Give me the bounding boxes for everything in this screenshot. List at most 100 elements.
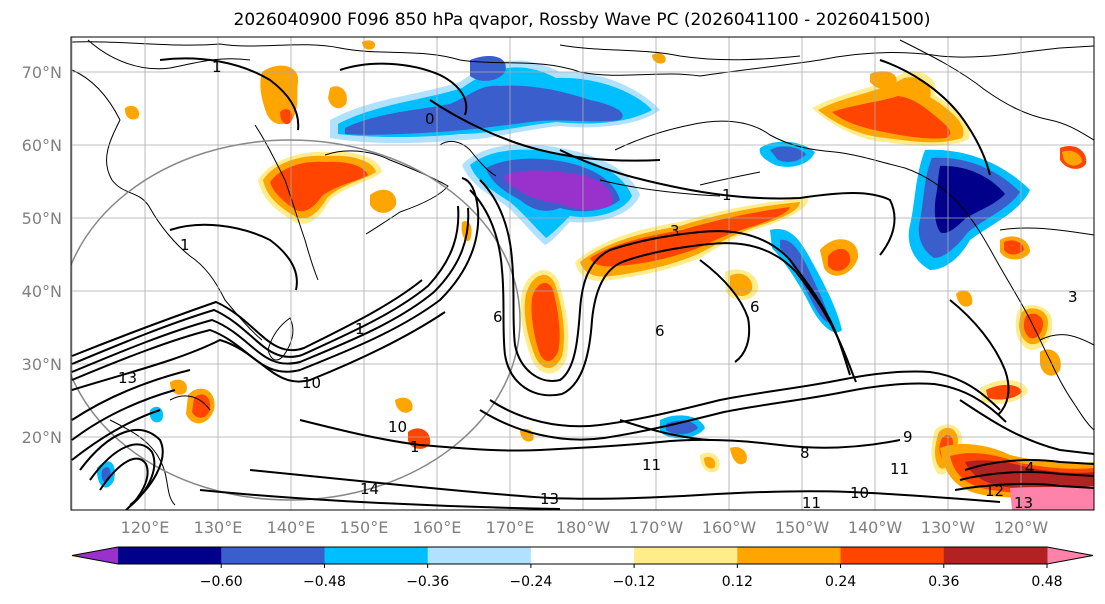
lon-label: 180°W	[556, 518, 611, 537]
contour-line	[559, 149, 896, 256]
coastline	[614, 120, 1094, 431]
anomaly-positive	[730, 273, 753, 296]
contour-label: 10	[388, 418, 407, 436]
contour-label: 9	[903, 428, 913, 446]
lon-label: 140°E	[267, 518, 316, 537]
contour-line	[489, 370, 1001, 428]
coastline	[267, 317, 294, 361]
contour-label: 1	[180, 236, 190, 254]
contour-line	[879, 59, 991, 176]
contour-label: 10	[850, 484, 869, 502]
colorbar-swatch	[530, 547, 635, 564]
anomaly-positive	[280, 109, 293, 125]
contour-label: 3	[670, 222, 680, 240]
coastline	[439, 140, 497, 177]
coastline	[109, 419, 176, 506]
contour-line	[71, 207, 470, 373]
contour-label: 0	[425, 110, 435, 128]
contour-line	[299, 419, 901, 452]
contour-label: 8	[800, 444, 810, 462]
anomaly-positive	[730, 446, 747, 465]
lon-label: 140°W	[848, 518, 903, 537]
contour-label: 11	[890, 460, 909, 478]
shaded-anomalies	[96, 40, 1094, 510]
colorbar-tick-label: 0.36	[928, 574, 959, 590]
colorbar-tick-label: 0.48	[1031, 574, 1062, 590]
longitude-labels: 120°E 130°E 140°E 150°E 160°E 170°E 180°…	[121, 518, 1049, 537]
lon-label: 170°W	[629, 518, 684, 537]
colorbar-tick-label: −0.24	[509, 574, 552, 590]
contour-label: 11	[802, 494, 821, 512]
anomaly-negative	[934, 165, 1005, 234]
contour-line	[89, 443, 156, 509]
contour-labels: 1 0 1 1 3 1 6 6 11 10 1 13 10 14 13 11 1…	[118, 58, 1078, 512]
anomaly-positive	[395, 397, 413, 413]
colorbar-tick-label: −0.12	[613, 574, 656, 590]
colorbar-swatch	[943, 547, 1048, 564]
colorbar-outline	[71, 546, 1094, 565]
contour-line	[599, 179, 721, 197]
lon-label: 120°E	[121, 518, 170, 537]
contour-lines-thin	[87, 39, 801, 197]
anomaly-negative	[770, 146, 806, 162]
colorbar-tick-label: 0.24	[825, 574, 856, 590]
contour-line	[559, 44, 801, 61]
contour-line	[71, 389, 176, 441]
contour-line	[619, 419, 711, 441]
anomaly-negative	[345, 85, 623, 135]
contour-label: 10	[302, 374, 321, 392]
lat-label: 30°N	[22, 355, 62, 374]
anomaly-positive	[124, 105, 140, 120]
contour-line	[71, 205, 460, 365]
colorbar-swatch	[634, 547, 738, 564]
contour-label: 12	[985, 482, 1004, 500]
contour-line	[71, 369, 191, 421]
anomaly-positive	[590, 207, 790, 267]
contour-line	[954, 482, 1094, 491]
lat-label: 40°N	[22, 282, 62, 301]
map-frame	[70, 36, 1095, 511]
map-panel: 1 0 1 1 3 1 6 6 11 10 1 13 10 14 13 11 1…	[70, 36, 1095, 512]
anomaly-positive	[652, 53, 666, 64]
colorbar-swatch	[324, 547, 429, 564]
contour-label: 1	[722, 186, 732, 204]
contour-label: 1	[410, 438, 420, 456]
contour-line	[87, 39, 251, 70]
contour-line	[964, 459, 1094, 471]
contour-label: 6	[493, 308, 503, 326]
anomaly-negative	[504, 170, 613, 210]
colorbar: −0.60 −0.48 −0.36 −0.24 −0.12 0.12 0.24 0.36 0.4…	[71, 546, 1094, 590]
contour-label: 1	[355, 320, 365, 338]
colorbar-tick-label: −0.48	[303, 574, 346, 590]
contour-label: 6	[655, 322, 665, 340]
anomaly-positive	[704, 456, 716, 469]
colorbar-swatch	[427, 547, 532, 564]
contour-line	[71, 409, 161, 461]
anomaly-positive	[192, 394, 211, 418]
contour-label: 1	[212, 58, 222, 76]
contour-line	[469, 189, 857, 397]
coastline	[169, 395, 211, 411]
anomaly-positive	[956, 290, 973, 307]
anomaly-positive	[1040, 349, 1061, 376]
colorbar-extend-min	[72, 547, 118, 564]
anomaly-positive	[531, 283, 560, 361]
contour-line	[159, 57, 300, 131]
colorbar-tick-label: −0.36	[406, 574, 449, 590]
lat-label: 70°N	[22, 63, 62, 82]
coastline	[899, 39, 1094, 141]
region-outline-ellipse	[71, 139, 521, 501]
lon-label: 130°E	[194, 518, 243, 537]
contour-label: 3	[1068, 288, 1078, 306]
contour-line	[71, 279, 423, 357]
colorbar-swatch	[737, 547, 842, 564]
anomaly-positive	[1062, 150, 1082, 166]
contour-line	[479, 382, 1007, 441]
contour-line	[71, 177, 480, 381]
anomaly-positive	[1004, 240, 1024, 255]
colorbar-swatch	[840, 547, 945, 564]
colorbar-swatch	[221, 547, 325, 564]
lon-label: 160°E	[413, 518, 462, 537]
colorbar-tick-label: 0.12	[722, 574, 753, 590]
lon-label: 120°W	[994, 518, 1049, 537]
